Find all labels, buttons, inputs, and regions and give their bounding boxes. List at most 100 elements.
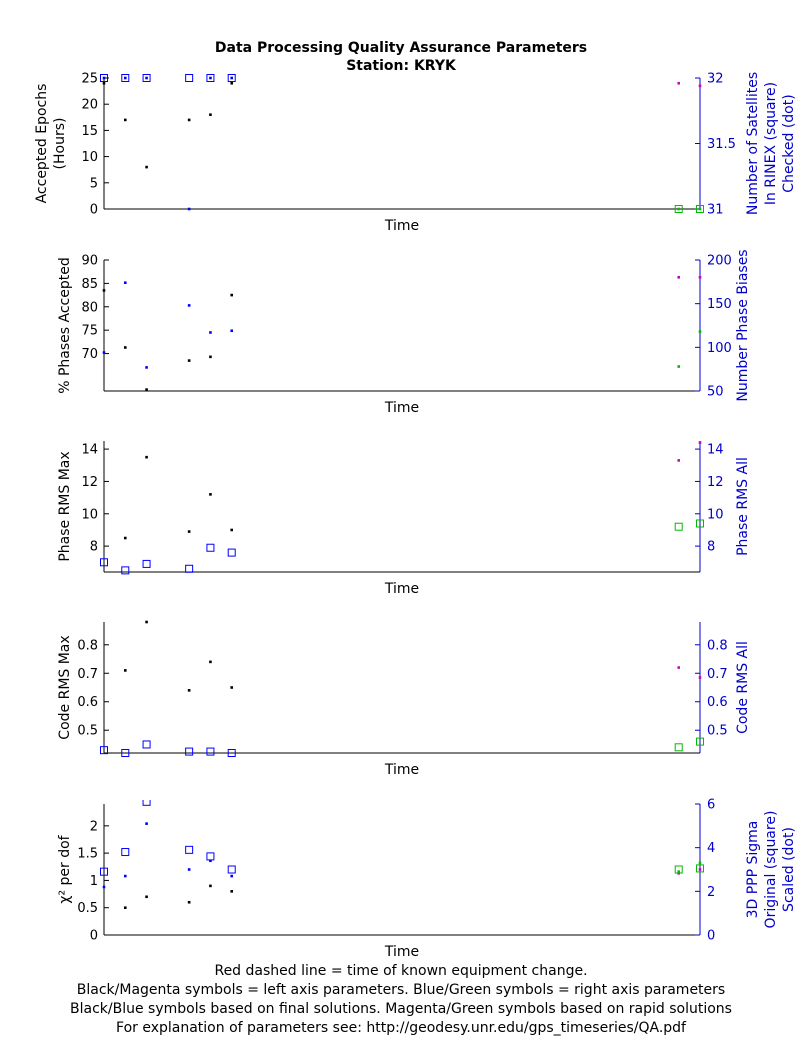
footer-line-4: For explanation of parameters see: http:… [116,1020,687,1036]
data-point-dot [209,660,212,664]
data-marks [100,800,704,910]
data-point-dot [123,346,127,349]
left-axis-label: Accepted Epochs [34,84,50,204]
data-point-square [185,564,194,573]
left-tick-label: 0.8 [77,638,98,653]
figure-subtitle: Station: KRYK [346,58,457,74]
footer-line-2: Black/Magenta symbols = left axis parame… [77,982,725,998]
right-tick-label: 10 [707,507,724,522]
data-point-dot [230,76,234,80]
data-point-square [206,543,215,552]
data-point-dot [230,81,234,85]
left-tick-label: 10 [81,507,98,522]
left-tick-label: 14 [81,443,98,458]
right-tick-label: 4 [707,841,715,856]
right-tick-label: 100 [707,341,732,356]
data-point-dot [187,900,191,904]
left-tick-label: 8 [90,540,98,555]
data-point-dot [677,666,681,669]
data-point-dot [230,874,234,878]
data-point-square [674,205,683,213]
right-axis-label: Number of Satellites [745,72,761,215]
panel-1: 0 5 10 15 20 25 31 31.5 32 Time Accepted Epochs (Ho… [34,72,797,235]
data-point-dot [698,676,702,679]
data-point-square [121,848,130,857]
data-point-dot [698,861,702,865]
data-point-dot [209,493,212,496]
left-tick-label: 25 [81,72,98,87]
data-point-dot [698,84,702,88]
data-point-dot [102,76,106,80]
data-point-dot [123,76,127,80]
data-point-square [227,548,236,557]
data-point-dot [230,329,234,333]
data-point-dot [102,885,106,889]
right-tick-label: 0 [707,929,715,944]
data-point-dot [230,293,234,297]
data-point-square [100,74,108,82]
left-tick-label: 0 [90,203,98,218]
left-tick-label: 2 [90,819,98,834]
data-marks [102,276,702,391]
data-point-square [185,845,194,854]
left-tick-label: 0.5 [77,724,98,739]
right-tick-label: 8 [707,540,715,555]
left-tick-label: 1 [90,874,98,889]
data-point-dot [209,76,212,80]
right-tick-label: 0.7 [707,667,728,682]
panel-5: 0 0.5 1 1.5 2 0 2 4 6 Time χ² per dof 3D PPP Sigma O… [57,798,797,961]
data-point-dot [145,165,148,169]
data-point-square [185,747,194,756]
left-axis-label: (Hours) [52,118,68,170]
data-point-square [121,74,130,82]
left-tick-label: 15 [81,124,98,139]
data-point-dot [145,895,148,899]
data-marks [100,441,704,575]
data-point-dot [187,868,191,871]
left-tick-label: 5 [90,176,98,191]
data-point-square [696,864,704,873]
footer-line-3: Black/Blue symbols based on final soluti… [70,1001,732,1017]
data-point-dot [123,536,127,540]
data-point-dot [187,530,191,533]
right-axis-label: In RINEX (square) [763,82,779,205]
data-point-square [142,800,151,806]
right-tick-label: 0.8 [707,638,728,653]
right-axis-label: Number Phase Biases [735,249,751,401]
data-point-dot [677,81,681,85]
data-marks [100,74,704,213]
data-point-dot [187,689,191,692]
left-tick-label: 10 [81,150,98,165]
data-point-dot [698,207,702,211]
right-axis-label: Checked (dot) [781,94,797,192]
left-axis-label: Phase RMS Max [57,451,73,561]
left-tick-label: 12 [81,475,98,490]
data-point-square [227,865,236,874]
data-point-dot [102,289,106,292]
x-axis-label: Time [384,581,419,597]
right-tick-label: 0.6 [707,695,728,710]
data-point-square [100,867,108,876]
data-point-dot [145,76,148,80]
x-axis-label: Time [384,762,419,778]
data-point-dot [698,441,702,444]
data-point-dot [123,669,127,672]
data-point-dot [187,118,191,122]
data-point-dot [209,331,212,334]
left-tick-label: 75 [81,324,98,339]
footer-line-1: Red dashed line = time of known equipmen… [214,963,587,979]
data-point-dot [102,81,106,85]
data-point-square [185,74,194,82]
data-point-dot [187,359,191,362]
left-axis-label: χ² per dof [57,834,73,903]
data-point-dot [677,870,681,873]
data-point-square [696,519,704,528]
data-point-dot [698,330,702,333]
data-point-dot [230,528,234,532]
data-point-square [142,740,151,749]
left-tick-label: 0.6 [77,695,98,710]
right-tick-label: 12 [707,475,724,490]
data-point-square [142,74,151,82]
left-tick-label: 85 [81,277,98,292]
